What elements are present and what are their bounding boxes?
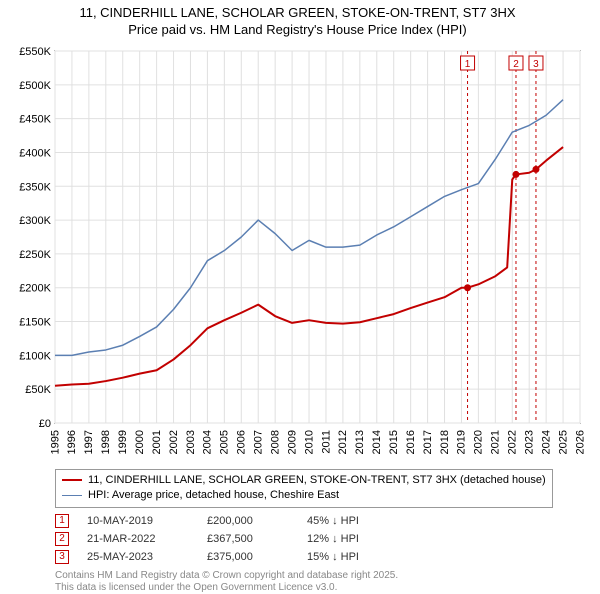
x-tick-label: 1997	[83, 430, 95, 454]
plot-border	[55, 51, 580, 423]
sale-num-marker: 1	[55, 514, 69, 528]
x-tick-label: 2018	[439, 430, 451, 454]
x-tick-label: 2005	[219, 430, 231, 454]
y-tick-label: £150K	[19, 316, 51, 328]
x-tick-label: 2007	[253, 430, 265, 454]
y-tick-label: £500K	[19, 80, 51, 92]
sale-num-marker: 3	[55, 550, 69, 564]
legend-label: 11, CINDERHILL LANE, SCHOLAR GREEN, STOK…	[88, 473, 546, 488]
x-tick-label: 2022	[507, 430, 519, 454]
x-tick-label: 1995	[49, 430, 61, 454]
y-tick-label: £450K	[19, 113, 51, 125]
sale-date: 10-MAY-2019	[87, 515, 207, 527]
x-tick-label: 2021	[490, 430, 502, 454]
x-tick-label: 2006	[236, 430, 248, 454]
sale-date: 25-MAY-2023	[87, 551, 207, 563]
x-tick-label: 2002	[168, 430, 180, 454]
line-chart-svg: £0 £50K £100K £150K £200K £250K £300K £350K £400…	[5, 43, 590, 463]
y-tick-label: £300K	[19, 215, 51, 227]
sale-hpi-diff: 12% ↓ HPI	[307, 533, 407, 545]
y-tick-label: £350K	[19, 181, 51, 193]
x-tick-label: 2015	[388, 430, 400, 454]
x-tick-label: 2012	[337, 430, 349, 454]
x-tick-label: 2009	[286, 430, 298, 454]
x-tick-label: 1998	[100, 430, 112, 454]
x-tick-label: 2024	[540, 430, 552, 454]
title-line2: Price paid vs. HM Land Registry's House …	[5, 22, 590, 39]
sale-point-dot	[532, 166, 539, 173]
sale-hpi-diff: 15% ↓ HPI	[307, 551, 407, 563]
x-tick-label: 1996	[66, 430, 78, 454]
legend-item: 11, CINDERHILL LANE, SCHOLAR GREEN, STOK…	[62, 473, 546, 488]
x-tick-label: 2014	[371, 430, 383, 454]
x-tick-label: 2013	[354, 430, 366, 454]
sale-date: 21-MAR-2022	[87, 533, 207, 545]
x-tick-label: 2016	[405, 430, 417, 454]
y-tick-label: £50K	[25, 384, 51, 396]
x-tick-label: 2008	[269, 430, 281, 454]
sale-point-dot	[512, 171, 519, 178]
sale-marker-label: 3	[533, 59, 539, 70]
x-tick-label: 1999	[117, 430, 129, 454]
sale-price: £200,000	[207, 515, 307, 527]
chart-area: £0 £50K £100K £150K £200K £250K £300K £350K £400…	[5, 43, 590, 463]
x-tick-label: 2000	[134, 430, 146, 454]
title-line1: 11, CINDERHILL LANE, SCHOLAR GREEN, STOK…	[5, 5, 590, 22]
legend-swatch	[62, 495, 82, 496]
sales-row: 3 25-MAY-2023£375,00015% ↓ HPI	[55, 548, 590, 566]
sale-hpi-diff: 45% ↓ HPI	[307, 515, 407, 527]
sale-price: £375,000	[207, 551, 307, 563]
x-tick-label: 2001	[151, 430, 163, 454]
sale-marker-label: 1	[465, 59, 471, 70]
x-tick-label: 2017	[422, 430, 434, 454]
sale-point-dot	[464, 284, 471, 291]
x-tick-label: 2020	[473, 430, 485, 454]
x-tick-label: 2011	[320, 430, 332, 454]
y-tick-label: £200K	[19, 283, 51, 295]
sale-price: £367,500	[207, 533, 307, 545]
sale-marker-label: 2	[513, 59, 519, 70]
sale-num-marker: 2	[55, 532, 69, 546]
x-tick-label: 2003	[185, 430, 197, 454]
footer-line1: Contains HM Land Registry data © Crown c…	[55, 570, 590, 582]
x-tick-label: 2023	[523, 430, 535, 454]
chart-title: 11, CINDERHILL LANE, SCHOLAR GREEN, STOK…	[5, 5, 590, 39]
legend-item: HPI: Average price, detached house, Ches…	[62, 488, 546, 503]
y-tick-label: £250K	[19, 249, 51, 261]
sales-row: 1 10-MAY-2019£200,00045% ↓ HPI	[55, 512, 590, 530]
x-tick-label: 2010	[303, 430, 315, 454]
sales-row: 2 21-MAR-2022£367,50012% ↓ HPI	[55, 530, 590, 548]
x-tick-label: 2026	[574, 430, 586, 454]
legend-box: 11, CINDERHILL LANE, SCHOLAR GREEN, STOK…	[55, 469, 553, 508]
y-tick-label: £550K	[19, 46, 51, 58]
x-tick-label: 2004	[202, 430, 214, 454]
y-tick-label: £100K	[19, 350, 51, 362]
y-tick-label: £0	[39, 418, 51, 430]
legend-swatch	[62, 479, 82, 481]
y-tick-label: £400K	[19, 147, 51, 159]
x-tick-label: 2025	[557, 430, 569, 454]
x-tick-label: 2019	[456, 430, 468, 454]
footer-line2: This data is licensed under the Open Gov…	[55, 582, 590, 594]
sales-table: 1 10-MAY-2019£200,00045% ↓ HPI 2 21-MAR-202…	[55, 512, 590, 566]
legend-label: HPI: Average price, detached house, Ches…	[88, 488, 339, 503]
